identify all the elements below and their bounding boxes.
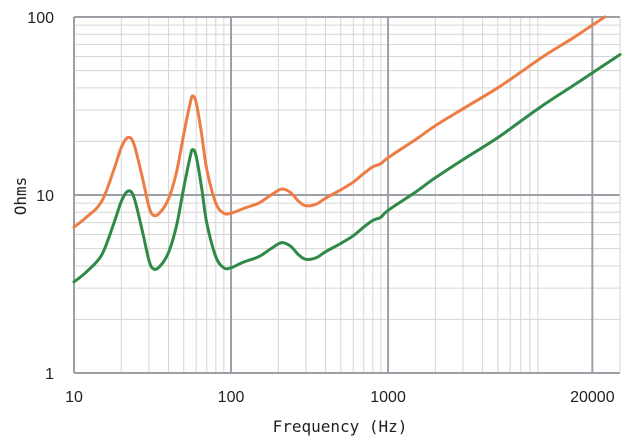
series-line-2 <box>72 53 622 284</box>
series-layer <box>72 15 622 284</box>
x-axis-title: Frequency (Hz) <box>273 417 408 436</box>
x-tick-label: 10 <box>65 389 83 406</box>
x-tick-label: 100 <box>218 389 245 406</box>
grid-lines <box>73 16 621 374</box>
series-line-1 <box>72 15 607 229</box>
tick-labels: 10 100 1000 20000 1 10 100 <box>27 10 614 406</box>
x-tick-label: 20000 <box>570 389 615 406</box>
y-axis-title: Ohms <box>11 177 30 216</box>
y-tick-label: 10 <box>36 188 54 205</box>
y-tick-label: 100 <box>27 10 54 27</box>
x-tick-label: 1000 <box>370 389 406 406</box>
y-tick-label: 1 <box>45 366 54 383</box>
